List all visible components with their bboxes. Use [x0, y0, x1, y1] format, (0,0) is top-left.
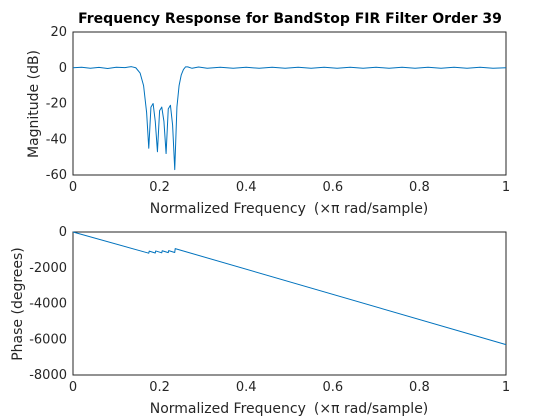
phase-xtick-label: 0.6 [322, 380, 343, 395]
magnitude-ylabel: Magnitude (dB) [26, 50, 42, 158]
magnitude-xtick-label: 0.2 [149, 180, 170, 195]
phase-ticks: 0 0.2 0.4 0.6 0.8 1 0 -2000 -4000 -6000 -8000 [29, 225, 510, 395]
magnitude-xlabel-text: Normalized Frequency [150, 201, 306, 217]
magnitude-xtick-label: 0.6 [322, 180, 343, 195]
phase-ytick-label: -8000 [29, 368, 67, 383]
phase-ytick-label: -6000 [29, 332, 67, 347]
phase-axes: 0 0.2 0.4 0.6 0.8 1 0 -2000 -4000 -6000 -8000 Norm… [10, 225, 510, 417]
phase-xlabel-unit: (×π rad/sample) [314, 401, 428, 417]
magnitude-ytick-label: -40 [46, 132, 67, 147]
magnitude-xtick-label: 1 [502, 180, 510, 195]
magnitude-xlabel-unit: (×π rad/sample) [314, 201, 428, 217]
magnitude-xtick-label: 0 [69, 180, 77, 195]
magnitude-series-line [72, 66, 507, 171]
magnitude-plot-border [72, 31, 507, 176]
phase-xtick-label: 0 [69, 380, 77, 395]
magnitude-ytick-label: 20 [50, 25, 67, 40]
magnitude-xtick-label: 0.8 [409, 180, 430, 195]
phase-ylabel: Phase (degrees) [10, 247, 26, 361]
magnitude-ytick-label: 0 [59, 61, 67, 76]
phase-ytick-label: 0 [59, 225, 67, 240]
phase-xtick-label: 1 [502, 380, 510, 395]
phase-xtick-label: 0.2 [149, 380, 170, 395]
phase-ytick-label: -4000 [29, 297, 67, 312]
phase-xtick-label: 0.4 [236, 380, 257, 395]
magnitude-ytick-label: -20 [46, 97, 67, 112]
phase-xtick-label: 0.8 [409, 380, 430, 395]
magnitude-axes: 0 0.2 0.4 0.6 0.8 1 20 0 -20 -40 -60 Normalized Fr… [26, 25, 510, 217]
magnitude-ytick-label: -60 [46, 168, 67, 183]
chart-title: Frequency Response for BandStop FIR Filt… [78, 11, 502, 27]
magnitude-xtick-label: 0.4 [236, 180, 257, 195]
phase-xlabel-text: Normalized Frequency [150, 401, 306, 417]
phase-xlabel: Normalized Frequency (×π rad/sample) [150, 401, 429, 417]
phase-series-line [72, 231, 507, 346]
phase-plot-border [72, 231, 507, 376]
phase-ytick-label: -2000 [29, 261, 67, 276]
magnitude-xlabel: Normalized Frequency (×π rad/sample) [150, 201, 429, 217]
